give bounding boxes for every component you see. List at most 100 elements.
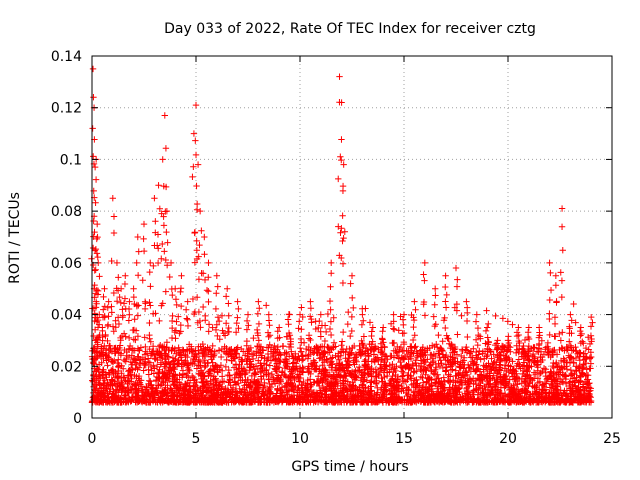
data-point [390,354,398,361]
data-point [323,377,331,385]
data-point [488,355,495,362]
data-point [382,363,389,371]
data-point [238,365,245,372]
data-point [413,362,420,370]
data-point [398,368,406,375]
data-point [247,379,255,386]
data-point [376,367,384,375]
data-point [116,381,123,389]
data-point [557,357,565,365]
data-point [302,345,310,353]
data-point [330,339,338,346]
data-point [233,319,240,327]
data-point [174,382,181,389]
data-point [492,312,499,320]
data-point [455,372,462,379]
data-point [127,371,134,378]
data-point [366,319,374,326]
data-point [358,368,365,376]
data-point [420,356,428,364]
data-point [512,389,519,397]
data-point [187,385,194,393]
data-point [327,331,335,339]
data-point [467,362,475,369]
data-point [371,358,379,366]
data-point [394,385,402,393]
data-point [180,359,188,366]
data-point [101,377,108,384]
data-point [545,349,552,356]
data-point [405,371,412,379]
data-point [509,373,517,380]
data-point [115,320,123,328]
data-point [295,384,302,392]
data-point [326,325,334,333]
data-point [376,394,383,401]
data-point [281,355,289,363]
data-point [562,371,569,379]
data-point [337,395,344,403]
data-point [244,350,251,357]
data-point [586,354,594,361]
data-point [317,377,324,384]
data-point [188,372,196,380]
data-point [556,330,563,338]
data-point [450,377,457,384]
data-point [342,372,349,379]
data-point [216,335,223,343]
x-tick-label: 25 [603,431,621,447]
data-point [411,377,418,384]
data-point [389,361,396,368]
data-point [151,394,159,402]
data-point [133,394,141,402]
data-point [162,355,170,363]
data-point [116,342,124,349]
data-point [348,350,355,357]
data-point [414,380,421,387]
data-point [130,355,137,362]
data-point [174,360,182,367]
data-point [287,374,295,381]
data-point [342,362,350,370]
data-point [171,371,179,378]
data-point [199,378,206,386]
data-point [338,342,345,349]
data-point [257,368,264,375]
data-point [423,378,430,385]
data-point [435,331,442,339]
data-point [573,377,581,384]
data-point [164,382,171,389]
data-points [88,65,596,406]
data-point [250,334,257,342]
data-point [489,388,496,396]
data-point [152,351,160,359]
data-point [525,364,532,371]
data-point [197,324,204,331]
data-point [499,343,507,350]
data-point [297,348,305,355]
data-point [120,383,128,391]
data-point [386,368,393,375]
data-point [436,378,443,385]
data-point [283,333,290,340]
data-point [467,354,475,361]
data-point [271,342,278,350]
data-point [215,347,223,354]
data-point [519,370,527,378]
data-point [169,396,176,404]
data-point [210,352,218,359]
data-point [218,312,226,319]
data-point [180,347,187,354]
data-point [421,383,429,391]
data-point [266,362,274,369]
data-point [246,360,253,368]
data-point [475,365,482,372]
data-point [137,381,144,388]
data-point [357,388,365,395]
data-point [340,373,348,380]
data-point [92,381,100,389]
data-point [435,375,442,382]
data-point [382,382,390,389]
data-point [218,383,226,391]
data-point [476,347,483,355]
